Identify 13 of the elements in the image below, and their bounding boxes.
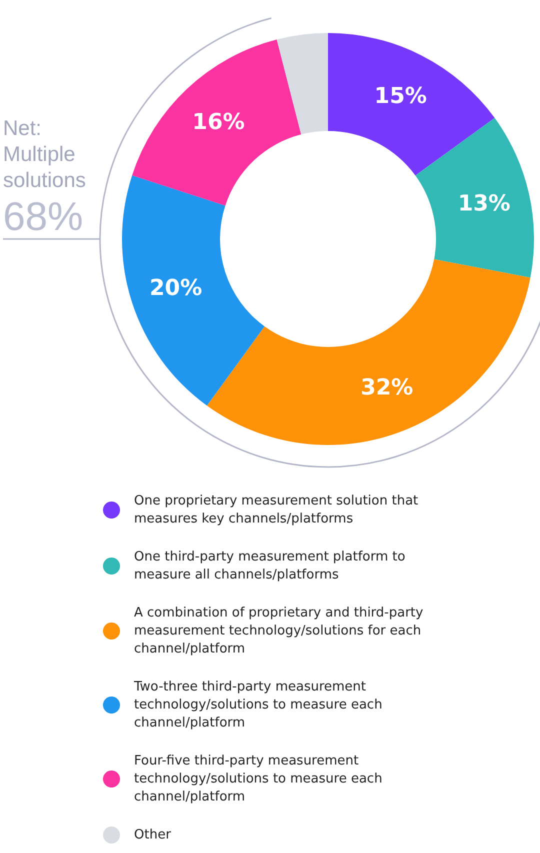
legend-label: Four-five third-party measurement technology/solutions to measure each channel/platform [134, 754, 386, 804]
data-label: 16% [192, 110, 245, 135]
data-label: 32% [360, 375, 414, 400]
text: 68% [3, 195, 84, 239]
legend-label: One proprietary measurement solution that measures key channels/platforms [134, 494, 422, 526]
legend-label: A combination of proprietary and third-party measurement technology/solutions for each channel/platform [134, 606, 428, 656]
legend-label: One third-party measurement platform to measure all channels/platforms [134, 550, 410, 582]
data-label: 20% [149, 276, 202, 301]
data-label: 15% [374, 84, 427, 109]
legend-label: Other [134, 828, 172, 842]
legend-label: Two-three third-party measurement technology/solutions to measure each channel/platform [133, 680, 386, 730]
data-label: 13% [458, 192, 510, 217]
text: Net: Multiple solutions [3, 116, 87, 194]
